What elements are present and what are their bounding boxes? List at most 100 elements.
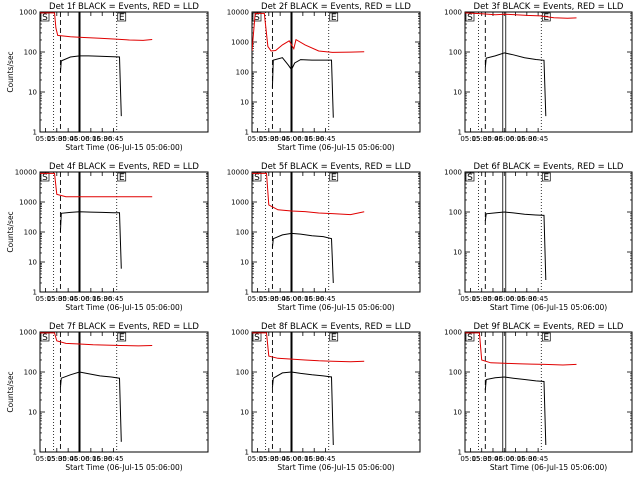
y-tick-label: 10 (28, 409, 37, 417)
x-tick-label: 06:00 (494, 455, 514, 463)
x-tick-label: 05:45 (270, 295, 290, 303)
x-tick-label: 05:15 (460, 455, 480, 463)
x-tick-label: 06:00 (281, 135, 301, 143)
series-line-lld (252, 172, 365, 216)
panel-title: Det 2f BLACK = Events, RED = LLD (261, 2, 411, 12)
series-line-events (484, 52, 547, 117)
x-tick-label: 06:00 (69, 295, 89, 303)
y-tick-label: 100 (236, 69, 249, 77)
flag-box (541, 332, 551, 342)
series-line-events (59, 55, 122, 117)
x-tick-label: 05:30 (47, 455, 67, 463)
flag-label: E (331, 13, 337, 23)
y-tick-label: 1000 (444, 9, 462, 17)
x-axis-label: Start Time (06-Jul-15 05:06:00) (490, 303, 607, 312)
x-tick-label: 05:30 (472, 135, 492, 143)
y-tick-label: 1 (458, 129, 462, 137)
y-tick-label: 100 (449, 49, 462, 57)
flag-label: S (42, 173, 48, 183)
flag-label: S (467, 333, 473, 343)
x-axis-label: Start Time (06-Jul-15 05:06:00) (490, 463, 607, 472)
x-tick-label: 05:15 (460, 295, 480, 303)
x-tick-label: 06:30 (92, 455, 112, 463)
series-line-events (271, 232, 334, 284)
x-tick-label: 05:30 (259, 135, 279, 143)
flag-label: E (543, 13, 549, 23)
x-tick-label: 05:45 (58, 295, 78, 303)
y-axis-label: Counts/sec (6, 371, 15, 412)
x-tick-label: 06:15 (81, 455, 101, 463)
flag-label: E (543, 173, 549, 183)
x-tick-label: 06:45 (103, 455, 123, 463)
x-tick-label: 06:30 (304, 135, 324, 143)
x-tick-label: 05:30 (472, 295, 492, 303)
series-line-events (59, 371, 122, 442)
x-tick-label: 05:30 (259, 295, 279, 303)
x-tick-label: 06:00 (494, 295, 514, 303)
panel-title: Det 1f BLACK = Events, RED = LLD (49, 2, 199, 12)
y-tick-label: 10 (240, 259, 249, 267)
series-line-lld (252, 12, 365, 53)
x-axis-label: Start Time (06-Jul-15 05:06:00) (277, 143, 394, 152)
flag-box (117, 12, 127, 22)
detector-panel-9: Det 9f BLACK = Events, RED = LLD 1 10 100 10… (444, 322, 633, 472)
flag-label: E (331, 173, 337, 183)
x-tick-label: 06:15 (505, 295, 525, 303)
x-axis-label: Start Time (06-Jul-15 05:06:00) (277, 303, 394, 312)
x-tick-label: 06:30 (517, 295, 537, 303)
flag-label: E (119, 13, 125, 23)
x-tick-label: 06:45 (315, 135, 335, 143)
x-tick-label: 05:15 (247, 135, 267, 143)
series-line-events (271, 371, 334, 446)
x-tick-label: 06:45 (103, 295, 123, 303)
y-tick-label: 1 (33, 129, 37, 137)
y-tick-label: 10 (28, 259, 37, 267)
x-tick-label: 05:15 (247, 455, 267, 463)
y-tick-label: 1000 (231, 199, 249, 207)
panel-title: Det 9f BLACK = Events, RED = LLD (474, 322, 624, 332)
detector-panel-6: Det 6f BLACK = Events, RED = LLD 1 10 100 10… (444, 162, 633, 312)
plot-frame (464, 11, 633, 133)
series-line-lld (40, 332, 153, 347)
flag-label: E (119, 333, 125, 343)
detector-panel-1: Det 1f BLACK = Events, RED = LLD 1 10 100 10… (6, 2, 209, 152)
flag-label: S (42, 13, 48, 23)
y-tick-label: 100 (24, 49, 37, 57)
plot-frame (251, 331, 421, 453)
plot-frame (39, 171, 209, 293)
x-tick-label: 06:00 (281, 295, 301, 303)
x-tick-label: 06:15 (505, 455, 525, 463)
x-tick-label: 06:30 (517, 455, 537, 463)
flag-box (329, 12, 339, 22)
y-tick-label: 1000 (231, 39, 249, 47)
y-tick-label: 100 (236, 369, 249, 377)
plot-frame (251, 11, 421, 133)
x-tick-label: 05:45 (58, 455, 78, 463)
flag-box (117, 332, 127, 342)
x-tick-label: 05:45 (58, 135, 78, 143)
x-tick-label: 06:30 (517, 135, 537, 143)
plot-frame (464, 171, 633, 293)
x-tick-label: 06:45 (315, 455, 335, 463)
y-tick-label: 1000 (444, 329, 462, 337)
x-tick-label: 05:15 (35, 295, 55, 303)
flag-label: S (254, 13, 260, 23)
detector-panel-2: Det 2f BLACK = Events, RED = LLD 1 10 100 10… (227, 2, 421, 152)
y-tick-label: 100 (449, 209, 462, 217)
detector-panel-8: Det 8f BLACK = Events, RED = LLD 1 10 100 10… (231, 322, 421, 472)
panel-title: Det 3f BLACK = Events, RED = LLD (474, 2, 624, 12)
y-tick-label: 10000 (227, 9, 249, 17)
x-tick-label: 06:15 (505, 135, 525, 143)
x-axis-label: Start Time (06-Jul-15 05:06:00) (277, 463, 394, 472)
series-line-lld (465, 12, 577, 19)
x-tick-label: 06:30 (304, 295, 324, 303)
x-tick-label: 06:00 (69, 135, 89, 143)
y-tick-label: 1000 (19, 199, 37, 207)
x-tick-label: 06:30 (92, 295, 112, 303)
y-tick-label: 10 (240, 409, 249, 417)
flag-label: S (467, 173, 473, 183)
y-tick-label: 10 (453, 89, 462, 97)
x-tick-label: 06:45 (528, 455, 548, 463)
y-tick-label: 100 (24, 369, 37, 377)
x-tick-label: 05:15 (460, 135, 480, 143)
